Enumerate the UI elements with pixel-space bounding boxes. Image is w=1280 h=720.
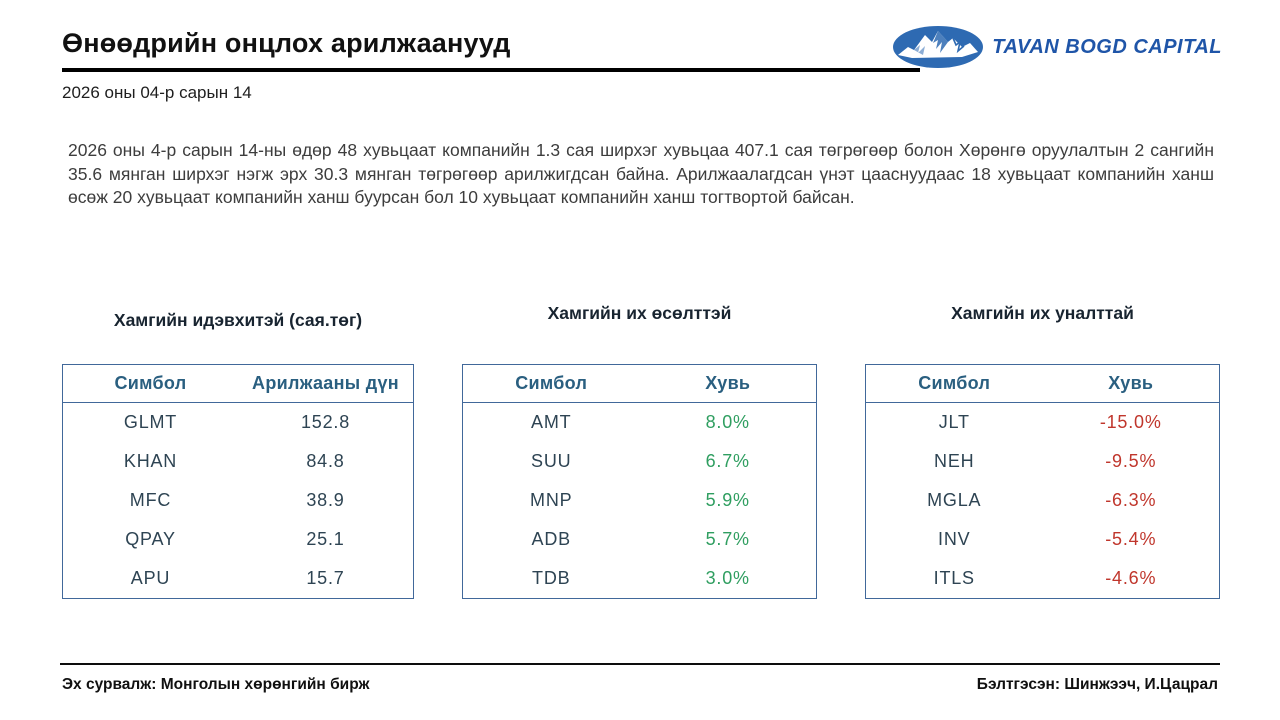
value-cell: -4.6% (1105, 568, 1157, 588)
value-cell: -5.4% (1105, 529, 1157, 549)
footer-divider (60, 663, 1220, 665)
value-column-header: Хувь (705, 373, 751, 393)
table-row: INV -5.4% (866, 520, 1219, 559)
symbol-cell: MNP (530, 490, 573, 510)
table-header-row: Симбол Хувь (463, 365, 816, 403)
report-date: 2026 оны 04-р сарын 14 (62, 83, 252, 102)
report-header: Өнөөдрийн онцлох арилжаанууд 2026 оны 04… (62, 28, 920, 103)
value-cell: -15.0% (1099, 412, 1162, 432)
top-losers-title: Хамгийн их уналттай (951, 303, 1134, 323)
daily-summary-text: 2026 оны 4-р сарын 14-ны өдөр 48 хувьцаа… (68, 140, 1214, 207)
table-row: NEH -9.5% (866, 442, 1219, 481)
value-cell: 8.0% (705, 412, 750, 432)
symbol-cell: TDB (532, 568, 571, 588)
table-row: ITLS -4.6% (866, 559, 1219, 598)
top-losers-table: Хамгийн их уналттай Симбол Хувь JLT -15.… (865, 303, 1220, 599)
source-note: Эх сурвалж: Монголын хөрөнгийн бирж (62, 676, 370, 693)
top-gainers-table: Хамгийн их өсөлттэй Симбол Хувь AMT 8.0%… (462, 303, 817, 599)
table-row: GLMT 152.8 (63, 403, 413, 442)
top-gainers-table-box: Симбол Хувь AMT 8.0% SUU 6.7% MNP 5.9% A… (462, 364, 817, 599)
symbol-cell: KHAN (123, 451, 178, 471)
company-name: TAVAN BOGD CAPITAL (992, 35, 1222, 58)
symbol-cell: SUU (531, 451, 572, 471)
value-cell: 25.1 (306, 529, 345, 549)
symbol-column-header: Симбол (515, 373, 588, 393)
table-row: KHAN 84.8 (63, 442, 413, 481)
table-row: MFC 38.9 (63, 481, 413, 520)
table-header-row: Симбол Хувь (866, 365, 1219, 403)
most-active-table-box: Симбол Арилжааны дүн GLMT 152.8 KHAN 84.… (62, 364, 414, 599)
symbol-cell: JLT (938, 412, 970, 432)
symbol-cell: MGLA (927, 490, 982, 510)
symbol-cell: AMT (531, 412, 572, 432)
value-cell: 84.8 (306, 451, 345, 471)
mountain-logo-icon (893, 26, 984, 68)
symbol-column-header: Симбол (114, 373, 187, 393)
symbol-cell: ITLS (933, 568, 975, 588)
page-title: Өнөөдрийн онцлох арилжаанууд (62, 28, 511, 58)
symbol-cell: NEH (934, 451, 975, 471)
value-cell: 6.7% (705, 451, 750, 471)
symbol-cell: ADB (531, 529, 571, 549)
symbol-cell: QPAY (125, 529, 176, 549)
value-cell: -9.5% (1105, 451, 1157, 471)
value-cell: 38.9 (306, 490, 345, 510)
value-cell: 15.7 (306, 568, 345, 588)
symbol-cell: GLMT (123, 412, 178, 432)
table-row: APU 15.7 (63, 559, 413, 598)
symbol-column-header: Симбол (918, 373, 991, 393)
most-active-table: Хамгийн идэвхитэй (сая.төг) Симбол Арилж… (62, 303, 414, 599)
value-cell: 5.9% (705, 490, 750, 510)
table-row: MGLA -6.3% (866, 481, 1219, 520)
table-row: MNP 5.9% (463, 481, 816, 520)
symbol-cell: APU (130, 568, 171, 588)
symbol-cell: INV (938, 529, 971, 549)
prepared-by-note: Бэлтгэсэн: Шинжээч, И.Цацрал (976, 676, 1218, 693)
table-row: ADB 5.7% (463, 520, 816, 559)
title-underline (62, 68, 920, 72)
company-logo: TAVAN BOGD CAPITAL (892, 25, 1222, 69)
top-losers-table-box: Симбол Хувь JLT -15.0% NEH -9.5% MGLA -6… (865, 364, 1220, 599)
table-row: JLT -15.0% (866, 403, 1219, 442)
table-header-row: Симбол Арилжааны дүн (63, 365, 413, 403)
table-row: SUU 6.7% (463, 442, 816, 481)
value-cell: 152.8 (300, 412, 351, 432)
symbol-cell: MFC (129, 490, 172, 510)
top-gainers-title: Хамгийн их өсөлттэй (547, 303, 732, 323)
value-cell: 3.0% (705, 568, 750, 588)
table-row: QPAY 25.1 (63, 520, 413, 559)
tables-section: Хамгийн идэвхитэй (сая.төг) Симбол Арилж… (62, 303, 1220, 599)
table-row: AMT 8.0% (463, 403, 816, 442)
value-cell: 5.7% (705, 529, 750, 549)
value-cell: -6.3% (1105, 490, 1157, 510)
table-row: TDB 3.0% (463, 559, 816, 598)
value-column-header: Арилжааны дүн (252, 373, 399, 393)
value-column-header: Хувь (1108, 373, 1154, 393)
most-active-title: Хамгийн идэвхитэй (сая.төг) (113, 310, 363, 330)
